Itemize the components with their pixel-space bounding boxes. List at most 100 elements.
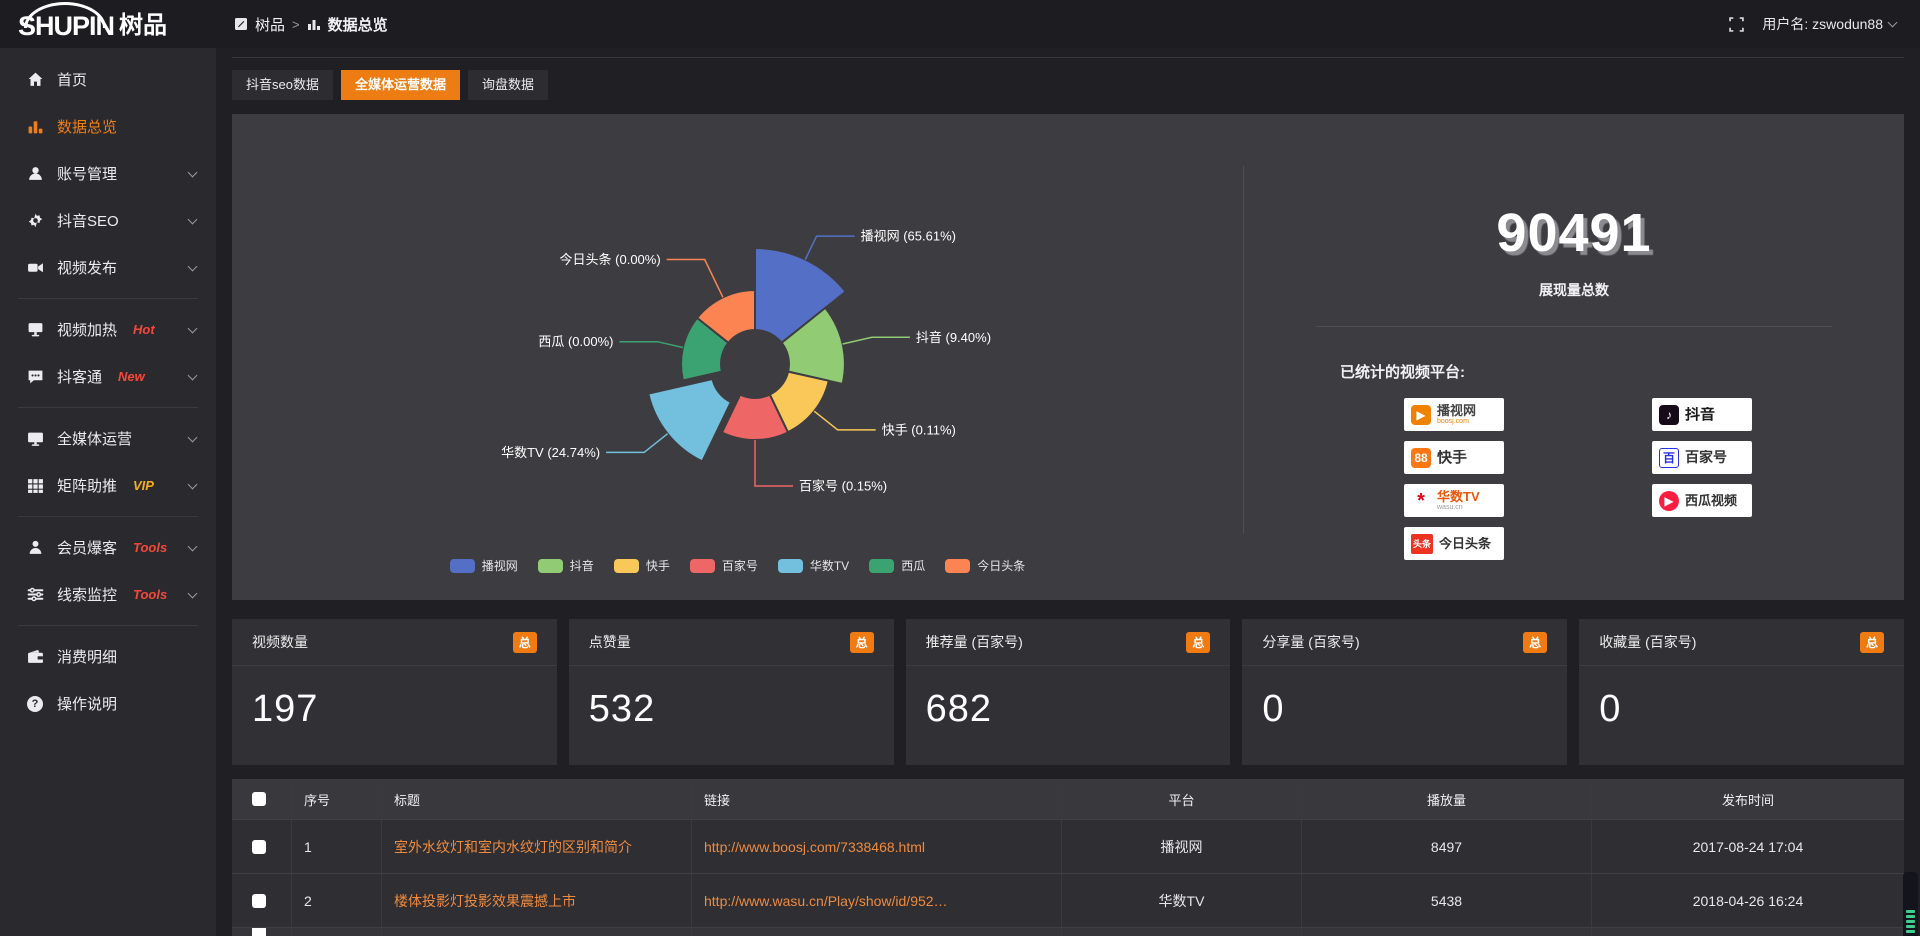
chevron-down-icon (1887, 17, 1898, 27)
video-title-link[interactable]: 楼体投影灯投影效果震撼上市 (382, 874, 692, 927)
user-icon (26, 165, 44, 183)
select-all-checkbox[interactable] (252, 792, 266, 806)
platform-name: 抖音 (1685, 406, 1716, 423)
total-impressions-value: 90491 (1496, 203, 1652, 263)
stat-card-title: 视频数量 (252, 634, 308, 650)
chevron-down-icon (187, 479, 198, 490)
platform-chip-toutiao: 头条 今日头条 (1404, 527, 1504, 560)
sidebar-item-member-marketing[interactable]: 会员爆客 Tools (0, 524, 216, 571)
platform-chip-wasu: * 华数TV wasu.cn (1404, 484, 1504, 517)
platform-name: 西瓜视频 (1685, 493, 1738, 508)
chevron-down-icon (187, 214, 198, 225)
sidebar-item-lead-monitoring[interactable]: 线索监控 Tools (0, 571, 216, 618)
wasu-logo-icon: * (1411, 490, 1431, 511)
tab-inquiry-data[interactable]: 询盘数据 (467, 70, 548, 100)
sidebar-item-account-management[interactable]: 账号管理 (0, 150, 216, 197)
logo[interactable]: SHUPIN 树品 (0, 0, 216, 48)
main-content: 抖音seo数据 全媒体运营数据 询盘数据 播视网 (65.61%) 抖音 (9.4… (216, 48, 1920, 936)
user-menu[interactable]: 用户名: zswodun88 (1762, 14, 1898, 34)
legend-item-3[interactable]: 百家号 (689, 557, 758, 574)
sidebar-item-omnimedia-operation[interactable]: 全媒体运营 (0, 415, 216, 462)
sidebar-item-video-heating[interactable]: 视频加热 Hot (0, 306, 216, 353)
video-url-link[interactable]: http://www.wasu.cn/Play/show/id/952… (692, 874, 1062, 927)
sidebar-item-expense-details[interactable]: 消费明细 (0, 633, 216, 680)
video-title-link[interactable]: 室外水纹灯和室内水纹灯的区别和简介 (382, 820, 692, 873)
screen-icon (26, 430, 44, 448)
row-index: 1 (292, 820, 382, 873)
sidebar-item-label: 数据总览 (57, 119, 118, 136)
total-badge[interactable]: 总 (512, 631, 537, 653)
browser-extension-widget[interactable] (1903, 872, 1918, 936)
sidebar-item-douyin-seo[interactable]: 抖音SEO (0, 197, 216, 244)
sidebar-divider (18, 625, 198, 626)
platform-sub: boosj.com (1437, 417, 1469, 425)
total-badge[interactable]: 总 (1523, 631, 1548, 653)
row-platform: 华数TV (1062, 874, 1302, 927)
vip-badge: VIP (133, 478, 154, 493)
pie-slice-6[interactable] (695, 288, 756, 345)
pie-slice-1[interactable] (780, 306, 846, 386)
total-badge[interactable]: 总 (1186, 631, 1211, 653)
sidebar-item-label: 全媒体运营 (57, 431, 133, 448)
chevron-down-icon (187, 261, 198, 272)
boosj-logo-icon: ▶ (1411, 404, 1431, 425)
pie-label-line (813, 410, 876, 431)
video-camera-icon (26, 259, 44, 277)
legend-item-2[interactable]: 快手 (613, 557, 670, 574)
widget-bar (1906, 915, 1915, 918)
pie-label-line (804, 235, 855, 260)
row-checkbox[interactable] (252, 893, 266, 908)
sidebar-item-matrix-boost[interactable]: 矩阵助推 VIP (0, 462, 216, 509)
video-data-table: 序号 标题 链接 平台 播放量 发布时间 1 室外水纹灯和室内水纹灯的区别和简介… (232, 779, 1904, 936)
legend-item-4[interactable]: 华数TV (777, 557, 849, 574)
platform-name: 播视网 (1437, 404, 1477, 418)
tools-badge: Tools (133, 587, 168, 602)
stat-card-value: 532 (588, 688, 656, 730)
legend-item-1[interactable]: 抖音 (537, 557, 594, 574)
chevron-down-icon (187, 167, 198, 178)
sidebar-item-label: 线索监控 (57, 587, 118, 604)
stat-card-recommendations: 推荐量 (百家号) 总 682 (905, 619, 1231, 765)
legend-item-6[interactable]: 今日头条 (945, 557, 1025, 574)
row-index: 2 (292, 874, 382, 927)
sidebar-item-help[interactable]: ? 操作说明 (0, 680, 216, 727)
pie-slice-4[interactable] (647, 377, 733, 463)
pie-chart-section: 播视网 (65.61%) 抖音 (9.40%) 快手 (0.11%) 百家号 (0.1… (232, 114, 1243, 600)
sliders-icon (26, 586, 44, 604)
video-url-link[interactable]: http://www.boosj.com/7338468.html (692, 820, 1062, 873)
stat-card-title: 点赞量 (588, 634, 631, 650)
legend-item-5[interactable]: 西瓜 (869, 557, 925, 574)
row-checkbox[interactable] (252, 928, 266, 936)
pie-label: 快手 (0.11%) (882, 422, 956, 437)
platform-name: 百家号 (1685, 450, 1727, 465)
gear-icon (26, 212, 44, 230)
total-badge[interactable]: 总 (1859, 631, 1884, 653)
table-row: 1 室外水纹灯和室内水纹灯的区别和简介 http://www.boosj.com… (232, 819, 1904, 873)
stat-card-title: 分享量 (百家号) (1262, 634, 1360, 650)
pie-label: 抖音 (9.40%) (916, 330, 991, 345)
platform-name: 快手 (1437, 449, 1468, 466)
fullscreen-icon[interactable] (1729, 16, 1745, 32)
chevron-down-icon (187, 323, 198, 334)
sidebar-item-data-overview[interactable]: 数据总览 (0, 103, 216, 150)
sidebar-item-label: 抖客通 (57, 369, 103, 386)
pie-slice-3[interactable] (720, 393, 790, 442)
pie-slice-0[interactable] (754, 246, 848, 345)
pie-label: 播视网 (65.61%) (861, 229, 956, 244)
sidebar-item-video-publish[interactable]: 视频发布 (0, 244, 216, 291)
breadcrumb-root[interactable]: 树品 (255, 16, 286, 34)
col-header-platform: 平台 (1062, 779, 1302, 819)
monitor-icon (26, 321, 44, 339)
sidebar-item-home[interactable]: 首页 (0, 56, 216, 103)
row-checkbox[interactable] (252, 839, 266, 854)
total-badge[interactable]: 总 (849, 631, 874, 653)
sidebar-divider (18, 407, 198, 408)
platform-chip-douyin: ♪ 抖音 (1652, 398, 1752, 431)
pie-label-line (619, 340, 684, 349)
legend-item-0[interactable]: 播视网 (449, 557, 518, 574)
tab-douyin-seo-data[interactable]: 抖音seo数据 (232, 70, 333, 100)
tab-omnimedia-data[interactable]: 全媒体运营数据 (340, 70, 460, 100)
row-publish-time: 2018-04-26 16:24 (1692, 892, 1804, 909)
sidebar-item-doukeTong[interactable]: 抖客通 New (0, 353, 216, 400)
douyin-logo-icon: ♪ (1659, 404, 1679, 425)
